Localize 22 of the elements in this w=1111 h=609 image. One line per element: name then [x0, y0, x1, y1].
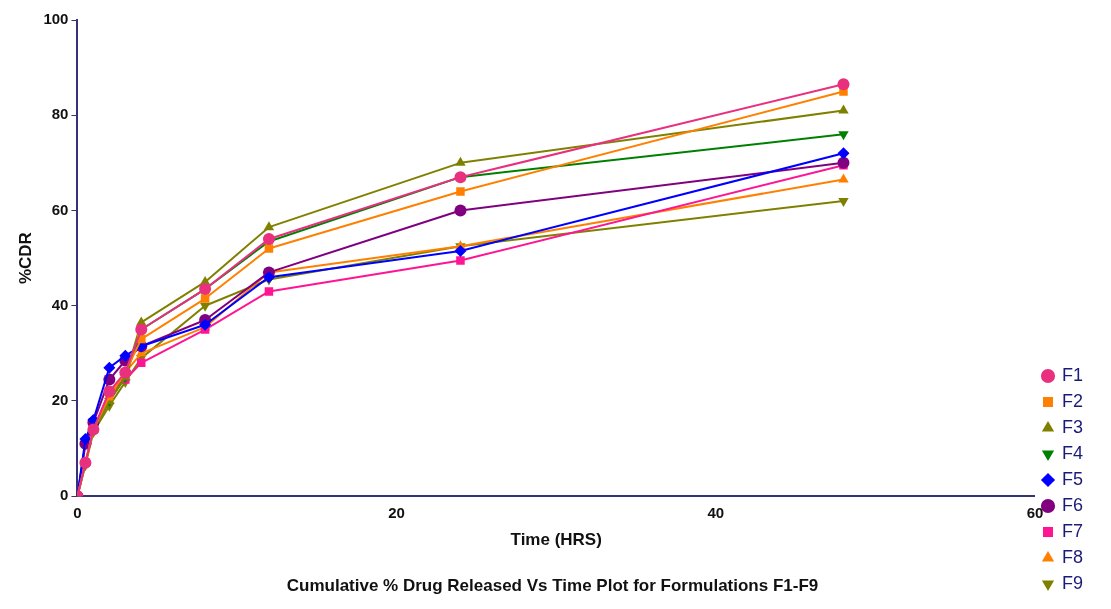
text: Cumulative % Drug Released Vs Time Plot for Formulations F1-F9 [286, 576, 819, 596]
legend-label: F8 [1061, 546, 1084, 567]
y-tick-label: 60 [51, 200, 69, 218]
legend-label: F3 [1061, 416, 1084, 437]
y-tick-label: 0 [60, 486, 69, 504]
legend-label: F4 [1061, 442, 1084, 463]
legend-label: F5 [1061, 468, 1084, 489]
x-tick-label: 0 [73, 504, 82, 522]
y-tick-label: 100 [43, 10, 69, 28]
y-tick-label: 80 [51, 105, 69, 123]
legend-label: F7 [1061, 520, 1084, 541]
x-tick-label: 40 [707, 504, 725, 522]
y-tick-label: 40 [51, 295, 69, 313]
y-axis-title: %CDR [15, 232, 35, 285]
x-tick-label: 60 [1026, 504, 1044, 522]
legend-label: F9 [1061, 572, 1084, 593]
legend-label: F6 [1061, 494, 1084, 515]
x-axis-title: Time (HRS) [510, 530, 602, 550]
legend-label: F1 [1061, 364, 1084, 385]
x-tick-label: 20 [388, 504, 405, 522]
y-tick-label: 20 [51, 391, 69, 409]
legend-label: F2 [1061, 390, 1084, 411]
